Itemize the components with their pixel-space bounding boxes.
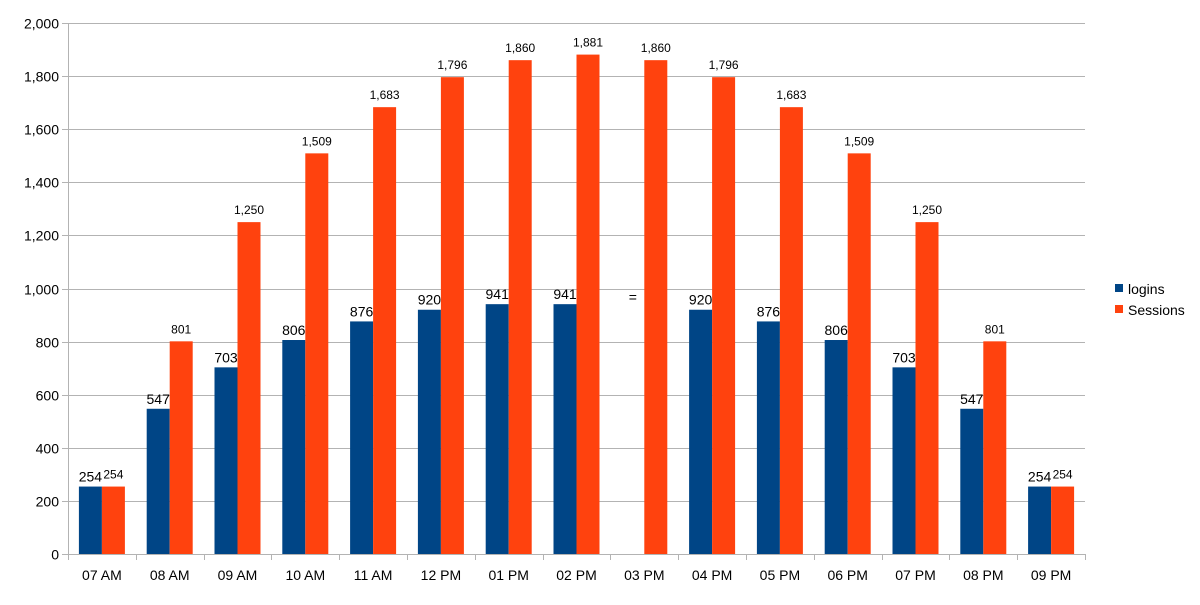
y-tick-label: 200: [36, 494, 60, 510]
data-label-logins: 806: [282, 322, 306, 338]
bar-sessions: [101, 486, 125, 554]
bars-layer: [78, 54, 1075, 555]
data-label-logins: 920: [689, 292, 713, 308]
x-tick-label: 08 PM: [963, 567, 1003, 583]
bar-logins: [146, 408, 170, 554]
legend-swatch: [1115, 284, 1123, 292]
data-label-logins: 876: [757, 303, 781, 319]
bar-sessions: [847, 153, 871, 554]
bar-logins: [689, 309, 713, 554]
x-tick-label: 06 PM: [827, 567, 867, 583]
y-tick-label: 1,800: [24, 69, 59, 85]
x-tick-label: 07 AM: [82, 567, 122, 583]
bar-logins: [1028, 486, 1052, 554]
data-label-sessions: 1,683: [370, 88, 400, 102]
bar-logins: [824, 340, 848, 554]
legend-label: Sessions: [1128, 302, 1185, 318]
legend-swatch: [1115, 305, 1123, 313]
bar-sessions: [712, 77, 736, 555]
x-tick-label: 10 AM: [285, 567, 325, 583]
y-tick-label: 1,600: [24, 122, 59, 138]
data-label-sessions: 1,250: [912, 203, 942, 217]
bar-logins: [214, 367, 238, 554]
y-tick-label: 2,000: [24, 16, 59, 32]
data-label-sessions: 254: [103, 468, 123, 482]
data-label-logins: 547: [147, 391, 171, 407]
data-label-logins: 876: [350, 303, 374, 319]
data-label-sessions: 801: [171, 322, 191, 336]
data-label-logins: 920: [418, 292, 442, 308]
y-tick-label: 400: [36, 441, 60, 457]
y-tick-label: 1,000: [24, 282, 59, 298]
bar-logins: [756, 321, 780, 554]
bar-sessions: [440, 77, 464, 555]
y-tick-label: 1,200: [24, 228, 59, 244]
bar-sessions: [915, 222, 939, 554]
x-tick-label: 04 PM: [692, 567, 732, 583]
bar-logins: [350, 321, 374, 554]
legend: logins Sessions: [1115, 281, 1185, 318]
data-label-logins: 254: [79, 469, 103, 485]
bar-logins: [553, 304, 577, 554]
bar-sessions: [983, 341, 1007, 554]
y-tick-label: 1,400: [24, 175, 59, 191]
x-tick-label: 07 PM: [895, 567, 935, 583]
data-label-logins: 941: [486, 286, 510, 302]
data-label-sessions: 254: [1053, 468, 1073, 482]
bar-logins: [485, 304, 509, 554]
x-tick-label: 12 PM: [421, 567, 461, 583]
data-label-logins: 703: [892, 349, 916, 365]
x-tick-label: 11 AM: [354, 567, 393, 583]
data-labels-layer: 2542548015471,2507031,5098061,6838761,79…: [79, 36, 1073, 485]
bar-logins: [892, 367, 916, 554]
data-label-sessions: 1,860: [641, 41, 671, 55]
data-label-sessions: 1,250: [234, 203, 264, 217]
bar-logins: [960, 408, 984, 554]
data-label-sessions: 1,860: [505, 41, 535, 55]
data-label-sessions: 1,796: [437, 58, 467, 72]
data-label-logins: 547: [960, 391, 984, 407]
data-label-logins: 941: [553, 286, 577, 302]
bar-sessions: [373, 107, 397, 554]
bar-logins: [417, 309, 441, 554]
data-label-sessions: 801: [985, 322, 1005, 336]
x-tick-label: 09 PM: [1031, 567, 1071, 583]
bar-sessions: [305, 153, 329, 554]
legend-label: logins: [1128, 281, 1165, 297]
bar-sessions: [576, 54, 600, 554]
bar-sessions: [779, 107, 803, 554]
x-tick-label: 03 PM: [624, 567, 664, 583]
bar-sessions: [508, 60, 532, 555]
bar-sessions: [644, 60, 668, 555]
data-label-sessions: 1,509: [844, 134, 874, 148]
data-label-logins: 254: [1028, 469, 1052, 485]
bar-logins: [282, 340, 306, 554]
y-tick-label: 600: [36, 388, 60, 404]
data-label-logins: 806: [825, 322, 849, 338]
data-label-sessions: 1,796: [709, 58, 739, 72]
x-tick-label: 05 PM: [760, 567, 800, 583]
data-label-sessions: 1,881: [573, 36, 603, 50]
bar-sessions: [1051, 486, 1075, 554]
x-tick-label: 01 PM: [488, 567, 528, 583]
bar-logins: [78, 486, 102, 554]
x-tick-label: 09 AM: [218, 567, 258, 583]
x-tick-label: 02 PM: [556, 567, 596, 583]
bar-sessions: [169, 341, 193, 554]
axis-layer: 0 200 400 600 800 1,000 1,200 1,400 1,600 1,800 2,…: [24, 16, 1086, 583]
x-tick-label: 08 AM: [150, 567, 190, 583]
data-label-logins: 703: [214, 349, 238, 365]
data-label-sessions: 1,509: [302, 134, 332, 148]
bar-sessions: [237, 222, 261, 554]
y-tick-label: 800: [36, 335, 60, 351]
data-label-logins: =: [629, 289, 637, 305]
y-tick-label: 0: [51, 547, 59, 563]
data-label-sessions: 1,683: [776, 88, 806, 102]
